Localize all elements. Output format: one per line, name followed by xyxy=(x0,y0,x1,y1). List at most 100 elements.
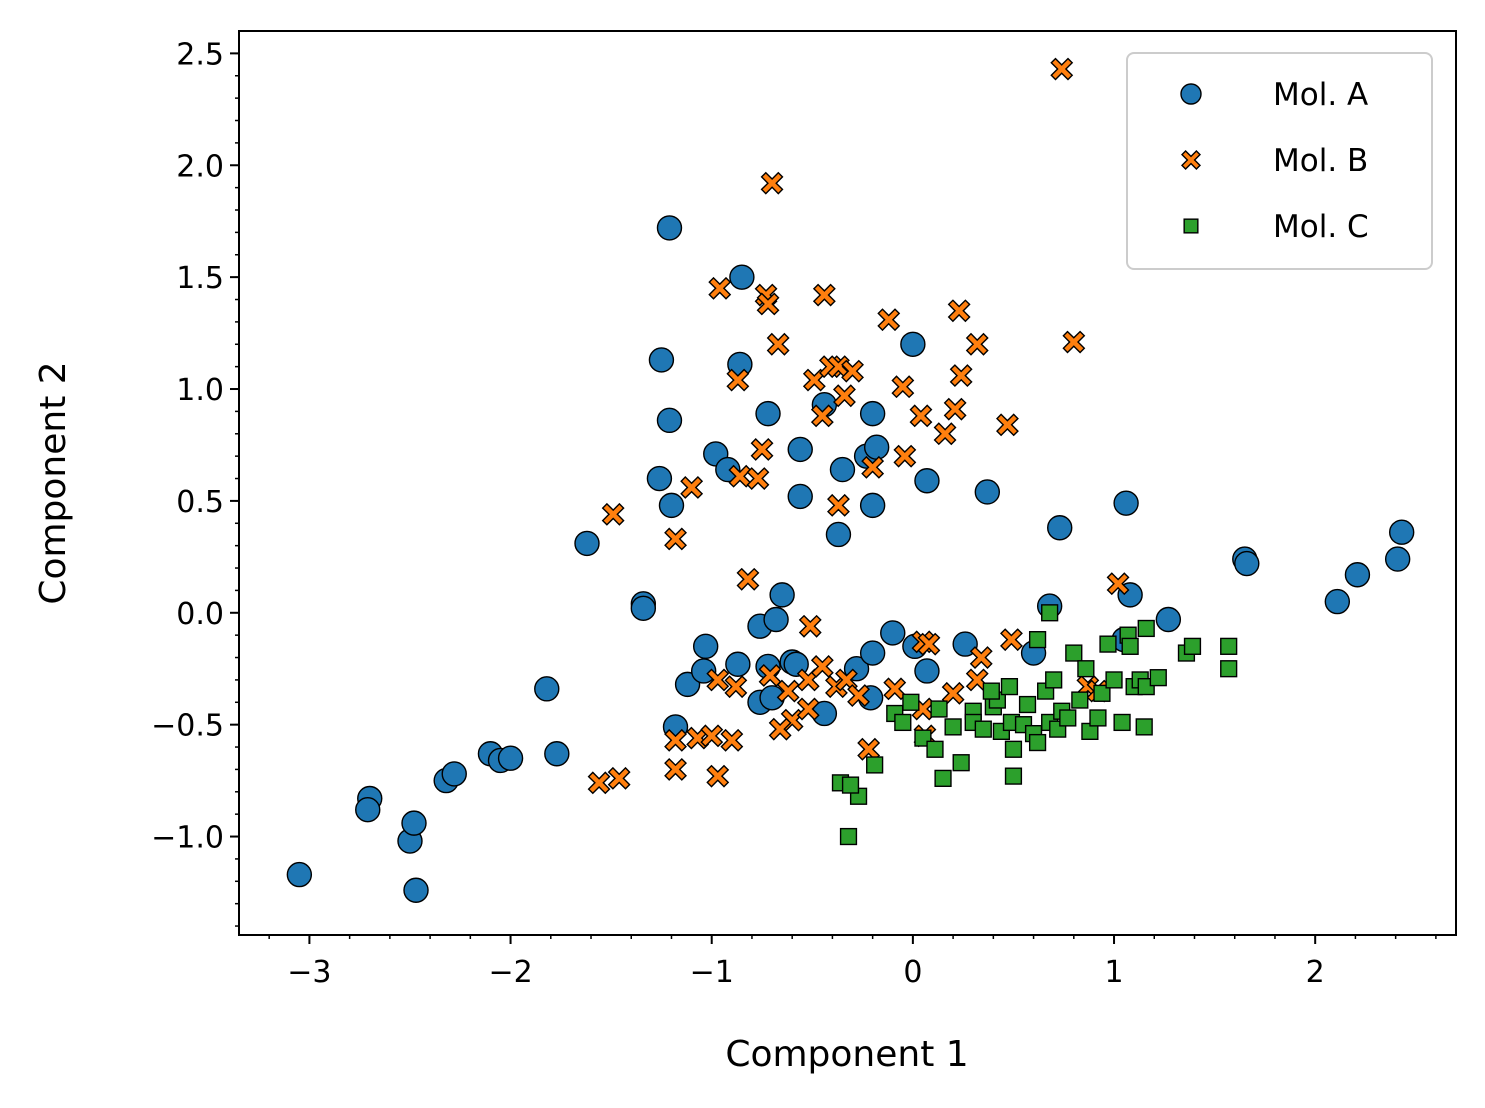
legend-marker xyxy=(1183,218,1199,234)
data-point xyxy=(949,364,973,387)
data-point xyxy=(917,632,941,656)
data-point xyxy=(952,754,970,772)
legend-item: Mol. B xyxy=(1181,143,1368,179)
data-point xyxy=(944,718,962,736)
data-point xyxy=(796,697,820,721)
y-tick-label: 1.0 xyxy=(176,373,224,408)
data-point xyxy=(914,468,940,494)
data-point xyxy=(859,492,886,519)
data-point xyxy=(1234,550,1260,577)
data-point xyxy=(708,276,732,300)
data-point xyxy=(934,769,952,787)
data-point xyxy=(587,771,611,795)
data-point xyxy=(841,776,860,794)
data-point xyxy=(1045,671,1063,689)
data-point xyxy=(755,400,781,427)
data-point xyxy=(926,740,944,758)
data-point xyxy=(403,877,429,903)
data-point xyxy=(810,655,834,678)
data-point xyxy=(787,436,813,463)
data-point xyxy=(863,434,890,460)
y-axis-title: Component 2 xyxy=(33,361,74,604)
data-point xyxy=(607,766,631,790)
data-point xyxy=(726,368,750,392)
data-point xyxy=(401,810,427,836)
data-point xyxy=(1018,695,1037,714)
data-point xyxy=(802,368,826,392)
data-point xyxy=(706,764,730,788)
data-point xyxy=(1220,637,1238,655)
series-mol-c xyxy=(831,604,1238,846)
data-point xyxy=(877,308,901,332)
data-point xyxy=(1106,572,1130,596)
data-point xyxy=(1089,709,1107,727)
y-tick-label: −1.0 xyxy=(151,821,224,856)
data-point xyxy=(1384,546,1411,572)
data-point xyxy=(859,640,886,666)
data-point xyxy=(746,467,770,490)
data-point xyxy=(1041,604,1059,622)
data-point xyxy=(891,375,915,399)
data-point xyxy=(829,456,856,483)
data-point xyxy=(825,521,852,548)
legend-item: Mol. A xyxy=(1180,77,1368,113)
data-point xyxy=(736,567,760,591)
data-point xyxy=(658,492,685,519)
legend-label: Mol. B xyxy=(1273,143,1368,179)
data-point xyxy=(861,455,885,479)
data-point xyxy=(1047,515,1073,541)
legend-label: Mol. C xyxy=(1273,209,1369,245)
data-point xyxy=(1113,490,1139,516)
data-point xyxy=(1183,637,1202,655)
data-point xyxy=(758,664,782,687)
data-point xyxy=(756,292,780,316)
data-point xyxy=(763,606,789,633)
data-point xyxy=(1155,606,1182,633)
data-point xyxy=(729,264,755,290)
data-point xyxy=(914,658,940,684)
data-point xyxy=(902,693,920,711)
x-tick-label: −1 xyxy=(690,955,734,990)
data-point xyxy=(1324,588,1351,615)
data-point xyxy=(1062,330,1086,354)
data-point xyxy=(646,465,673,492)
data-point xyxy=(1059,709,1077,727)
data-point xyxy=(841,359,864,383)
data-point xyxy=(947,299,971,323)
data-point xyxy=(1077,660,1095,678)
data-point xyxy=(1065,644,1083,662)
y-tick-label: −0.5 xyxy=(151,709,224,744)
data-point xyxy=(833,384,856,408)
data-point xyxy=(1071,691,1089,709)
y-axis: −1.0 −0.5 0.0 0.5 1.0 1.5 2.0 2.5 xyxy=(151,37,239,927)
data-point xyxy=(750,438,774,461)
y-tick-label: 2.5 xyxy=(176,37,224,72)
data-point xyxy=(1149,669,1167,687)
data-point xyxy=(812,283,836,307)
data-point xyxy=(692,633,719,660)
data-point xyxy=(827,493,850,517)
data-point xyxy=(943,397,967,421)
data-point xyxy=(1000,678,1019,696)
data-point xyxy=(656,215,683,241)
data-point xyxy=(497,745,524,771)
data-point xyxy=(893,444,917,468)
data-point xyxy=(441,761,467,787)
x-axis-title: Component 1 xyxy=(725,1034,968,1075)
data-point xyxy=(982,682,1000,700)
data-point xyxy=(941,681,965,705)
data-point xyxy=(974,479,1001,505)
data-point xyxy=(574,530,600,557)
data-point xyxy=(664,728,687,752)
data-point xyxy=(847,684,870,707)
data-point xyxy=(355,796,381,823)
data-point xyxy=(656,407,683,434)
data-point xyxy=(839,827,858,846)
data-point xyxy=(1388,519,1415,545)
data-point xyxy=(1050,57,1074,81)
x-axis: −3 −2 −1 0 1 2 xyxy=(268,935,1437,990)
data-point xyxy=(1220,660,1238,678)
data-point xyxy=(859,400,886,427)
series-mol-b xyxy=(587,57,1130,795)
data-point xyxy=(1135,718,1153,736)
